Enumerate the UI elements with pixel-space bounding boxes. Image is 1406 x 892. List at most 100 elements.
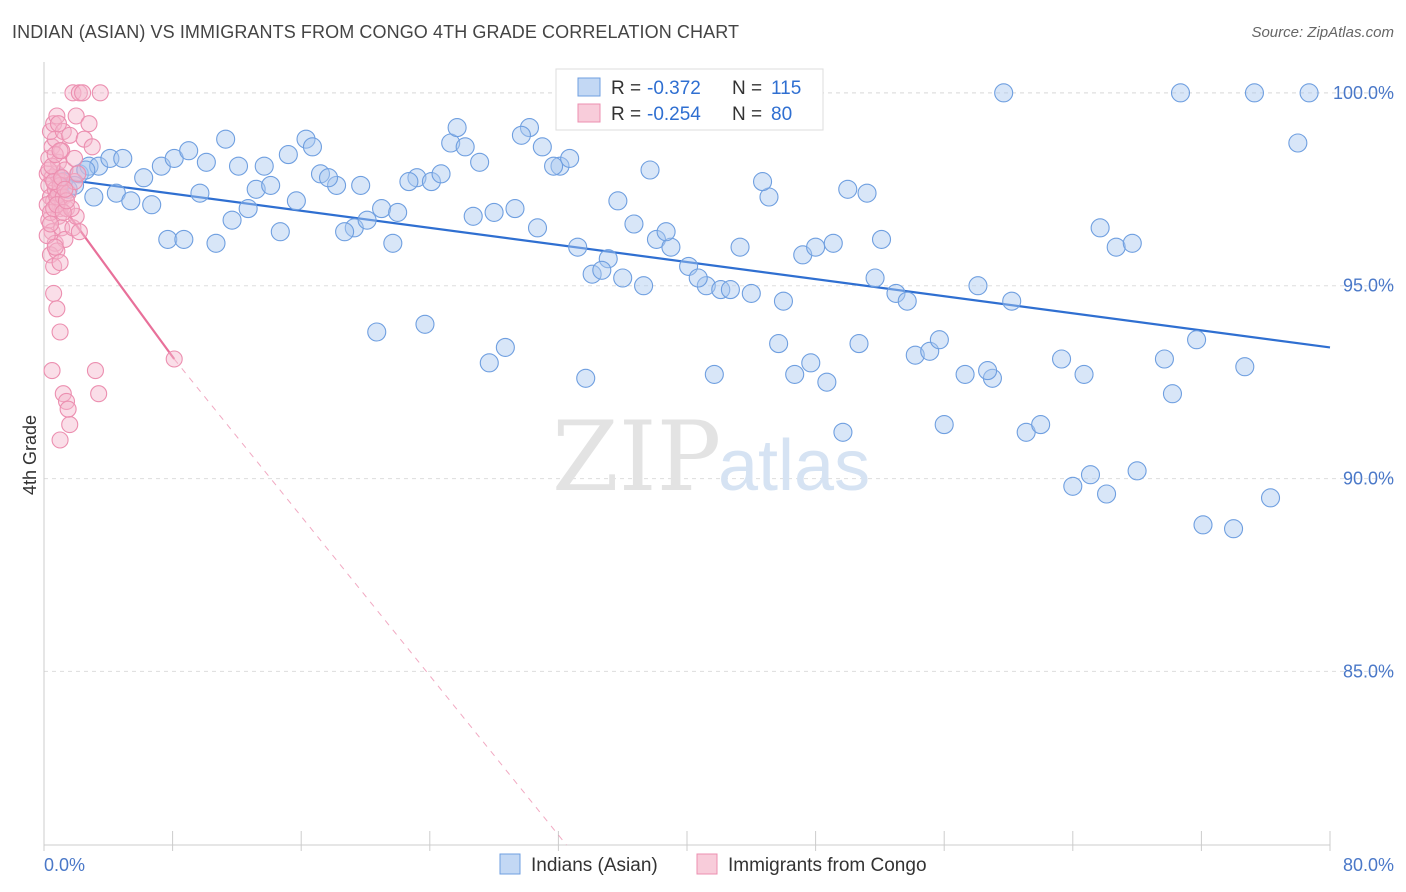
watermark-atlas: atlas — [718, 426, 870, 506]
point-indians — [532, 137, 552, 157]
point-indians — [470, 152, 490, 172]
point-indians — [1090, 218, 1110, 238]
point-indians — [929, 330, 949, 350]
trend-line-indians — [51, 176, 1331, 349]
point-congo — [51, 323, 69, 341]
point-indians — [1106, 237, 1126, 257]
point-indians — [76, 160, 96, 180]
point-indians — [817, 372, 837, 392]
point-indians — [871, 229, 892, 249]
point-indians — [1002, 291, 1022, 311]
point-indians — [1097, 484, 1117, 504]
point-indians — [246, 179, 266, 199]
watermark-zip: ZIP — [552, 401, 721, 513]
point-congo — [56, 180, 74, 198]
point-indians — [838, 179, 858, 199]
point-indians — [357, 210, 377, 230]
point-indians — [222, 210, 242, 230]
point-congo — [83, 138, 101, 156]
legend-swatch-indians — [499, 853, 521, 875]
point-congo — [86, 362, 104, 380]
point-indians — [608, 191, 628, 211]
legend-label-congo: Immigrants from Congo — [728, 855, 927, 876]
stats-n-value-1: 115 — [771, 78, 801, 99]
stats-n-value-2: 80 — [771, 104, 792, 125]
point-indians — [296, 129, 316, 149]
point-indians — [142, 195, 162, 215]
point-indians — [1074, 364, 1094, 384]
point-indians — [158, 229, 178, 249]
x-tick-label: 80.0% — [1343, 855, 1394, 875]
point-congo — [51, 254, 69, 272]
point-indians — [640, 160, 660, 180]
point-indians — [1299, 83, 1319, 103]
point-indians — [905, 345, 925, 365]
point-indians — [1224, 519, 1244, 539]
point-indians — [897, 291, 917, 311]
point-indians — [1244, 83, 1264, 103]
point-indians — [495, 337, 515, 357]
point-indians — [327, 175, 347, 195]
point-congo — [91, 84, 109, 102]
point-indians — [886, 283, 906, 303]
point-indians — [849, 334, 869, 354]
point-congo — [61, 416, 79, 434]
point-indians — [84, 187, 104, 207]
point-congo — [51, 431, 69, 449]
point-indians — [238, 199, 258, 219]
legend-swatch-congo — [696, 853, 718, 875]
point-indians — [1051, 349, 1072, 369]
point-indians — [421, 172, 441, 192]
point-indians — [519, 118, 540, 138]
stats-n-label-1: N = — [732, 78, 762, 99]
point-indians — [121, 191, 141, 211]
point-indians — [730, 237, 750, 257]
stats-r-label-2: R = — [611, 104, 641, 125]
point-indians — [431, 164, 451, 184]
point-indians — [656, 222, 676, 242]
point-indians — [865, 268, 885, 288]
x-tick-labels: 0.0% 80.0% — [44, 855, 1394, 875]
point-congo — [59, 400, 77, 418]
point-indians — [704, 364, 724, 384]
y-tick-label: 100.0% — [1333, 83, 1394, 103]
point-congo — [165, 350, 183, 368]
point-congo — [80, 115, 98, 133]
point-congo — [46, 238, 64, 256]
point-indians — [174, 229, 194, 249]
point-congo — [41, 215, 59, 233]
point-indians — [463, 206, 483, 226]
point-indians — [1080, 465, 1101, 485]
point-indians — [624, 214, 644, 234]
point-indians — [773, 291, 794, 311]
point-indians — [1187, 330, 1207, 350]
point-indians — [1288, 133, 1308, 153]
trend-line-congo-extension — [173, 358, 567, 846]
point-indians — [598, 249, 618, 269]
point-indians — [785, 364, 805, 384]
stats-n-label-2: N = — [732, 104, 762, 125]
point-indians — [228, 156, 249, 176]
point-indians — [254, 156, 274, 176]
point-indians — [351, 175, 371, 195]
y-tick-labels: 85.0% 90.0% 95.0% 100.0% — [1333, 83, 1394, 682]
point-indians — [801, 353, 821, 373]
point-indians — [544, 156, 564, 176]
point-indians — [955, 364, 975, 384]
point-indians — [1162, 384, 1183, 404]
point-indians — [372, 199, 392, 219]
y-tick-label: 95.0% — [1343, 276, 1394, 296]
point-indians — [1193, 515, 1213, 535]
point-indians — [261, 175, 281, 195]
stats-r-value-2: -0.254 — [647, 104, 701, 125]
point-indians — [318, 168, 339, 188]
point-indians — [270, 222, 290, 242]
point-indians — [455, 137, 475, 157]
point-indians — [179, 141, 199, 161]
point-indians — [206, 233, 226, 253]
point-indians — [196, 152, 216, 172]
point-indians — [484, 202, 504, 222]
point-congo — [49, 115, 68, 133]
point-indians — [1031, 415, 1051, 435]
point-indians — [550, 156, 570, 176]
